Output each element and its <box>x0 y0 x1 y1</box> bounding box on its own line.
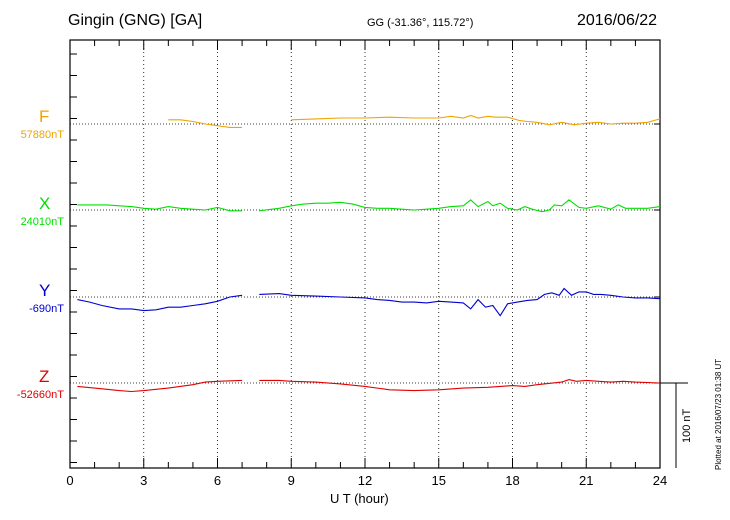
series-line-f <box>291 114 661 126</box>
x-axis-title: U T (hour) <box>330 491 389 506</box>
series-line-z <box>77 379 243 393</box>
series-label-x: X <box>39 194 51 213</box>
x-tick-label: 3 <box>140 473 148 488</box>
plotted-timestamp: Plotted at 2016/07/23 01:38 UT <box>714 358 723 470</box>
series-baseline-value-f: 57880nT <box>20 129 64 141</box>
x-tick-label: 15 <box>431 473 446 488</box>
series-label-y: Y <box>39 281 51 300</box>
series-line-y <box>259 287 661 317</box>
x-tick-label: 9 <box>287 473 295 488</box>
series-line-f <box>168 119 243 128</box>
series-line-y <box>77 294 243 312</box>
series-line-x <box>77 204 243 212</box>
x-tick-label: 18 <box>505 473 520 488</box>
series-baseline-value-y: -690nT <box>29 303 64 315</box>
x-tick-label: 12 <box>357 473 373 488</box>
series-label-f: F <box>39 107 50 126</box>
scale-bar-label: 100 nT <box>681 408 693 443</box>
series-label-z: Z <box>39 367 50 386</box>
series-line-z <box>259 379 661 392</box>
x-tick-label: 21 <box>579 473 594 488</box>
series-line-x <box>259 199 661 213</box>
chart-date: 2016/06/22 <box>577 12 658 29</box>
series-baseline-value-x: 24010nT <box>20 216 64 228</box>
station-coordinates: GG (-31.36°, 115.72°) <box>367 17 474 29</box>
station-title: Gingin (GNG) [GA] <box>68 12 203 29</box>
series-baseline-value-z: -52660nT <box>16 389 64 401</box>
x-tick-label: 24 <box>652 473 668 488</box>
x-tick-label: 6 <box>213 473 222 488</box>
x-tick-label: 0 <box>66 473 74 488</box>
